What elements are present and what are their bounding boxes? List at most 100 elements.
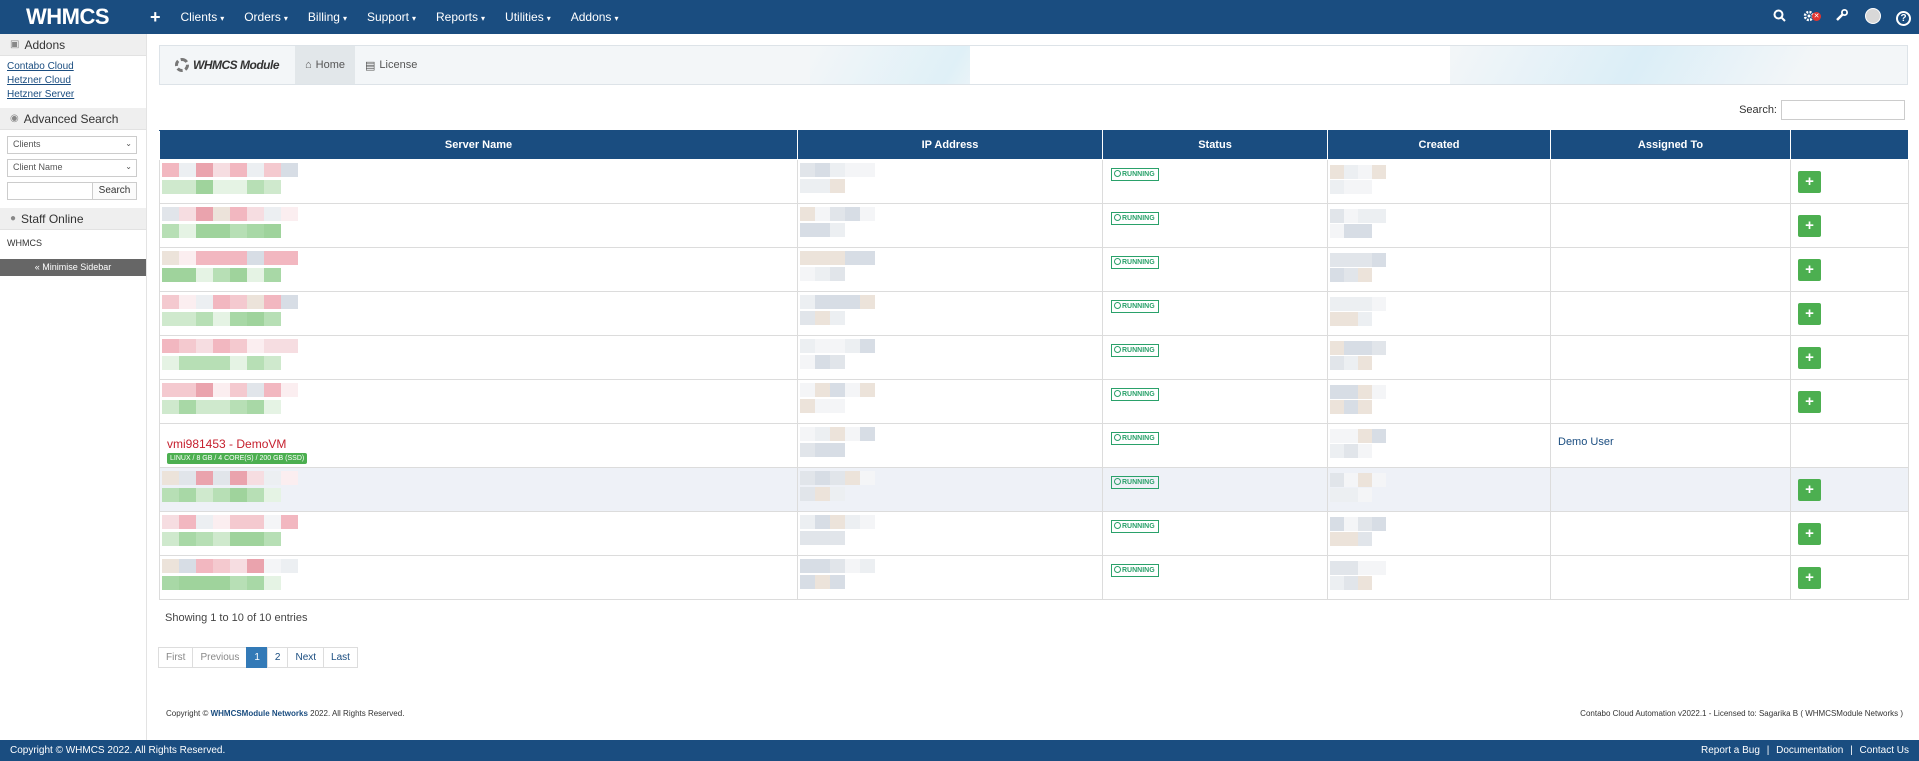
- help-icon[interactable]: ?: [1888, 8, 1919, 26]
- col-status[interactable]: Status: [1102, 130, 1328, 160]
- link-contabo-cloud[interactable]: Contabo Cloud: [7, 61, 74, 72]
- search-field-select[interactable]: Client Name ⌄: [7, 159, 137, 177]
- module-company-link[interactable]: WHMCSModule Networks: [210, 709, 308, 718]
- redacted-block: [800, 383, 815, 397]
- redacted-block: [179, 251, 196, 265]
- avatar[interactable]: [1857, 7, 1888, 27]
- menu-reports[interactable]: Reports ▾: [436, 10, 486, 24]
- menu-billing[interactable]: Billing ▾: [307, 10, 347, 24]
- redacted-block: [179, 576, 196, 590]
- staff-online-name: WHMCS: [7, 238, 42, 248]
- page-2[interactable]: 2: [266, 647, 289, 668]
- page-previous[interactable]: Previous: [192, 647, 248, 668]
- assign-plus-button[interactable]: +: [1798, 391, 1821, 413]
- page-next[interactable]: Next: [287, 647, 325, 668]
- redacted-block: [845, 163, 860, 177]
- assigned-user-link[interactable]: Demo User: [1558, 436, 1614, 448]
- redacted-block: [1344, 385, 1358, 399]
- redacted-block: [179, 207, 196, 221]
- menu-support[interactable]: Support ▾: [366, 10, 416, 24]
- redacted-block: [830, 311, 845, 325]
- search-icon[interactable]: [1764, 9, 1795, 25]
- link-hetzner-cloud[interactable]: Hetzner Cloud: [7, 75, 71, 86]
- redacted-block: [230, 207, 247, 221]
- sidebar-search-button[interactable]: Search: [93, 182, 137, 200]
- redacted-block: [860, 295, 875, 309]
- redacted-block: [800, 487, 815, 501]
- assign-plus-button[interactable]: +: [1798, 479, 1821, 501]
- redacted-block: [264, 224, 281, 238]
- redacted-block: [815, 163, 830, 177]
- assign-plus-button[interactable]: +: [1798, 347, 1821, 369]
- assign-plus-button[interactable]: +: [1798, 171, 1821, 193]
- menu-clients[interactable]: Clients ▾: [180, 10, 225, 24]
- redacted-block: [1358, 576, 1372, 590]
- redacted-block: [815, 251, 830, 265]
- server-name-link[interactable]: vmi981453 - DemoVM: [167, 437, 287, 451]
- assign-plus-button[interactable]: +: [1798, 215, 1821, 237]
- ip-address-cell: [797, 247, 1103, 292]
- ip-address-cell: [797, 203, 1103, 248]
- col-assigned-to[interactable]: Assigned To: [1550, 130, 1791, 160]
- redacted-block: [845, 295, 860, 309]
- link-hetzner-server[interactable]: Hetzner Server: [7, 89, 75, 100]
- sidebar-search-input[interactable]: [7, 182, 93, 200]
- addon-links: Contabo Cloud Hetzner Cloud Hetzner Serv…: [0, 56, 146, 108]
- redacted-block: [162, 207, 179, 221]
- action-cell: +: [1790, 335, 1909, 380]
- page-first[interactable]: First: [158, 647, 194, 668]
- col-server-name[interactable]: Server Name: [159, 130, 798, 160]
- server-name-cell: [159, 555, 798, 600]
- search-type-select[interactable]: Clients ⌄: [7, 136, 137, 154]
- ip-address-cell: [797, 159, 1103, 204]
- redacted-block: [281, 559, 298, 573]
- redacted-block: [1344, 297, 1358, 311]
- assign-plus-button[interactable]: +: [1798, 523, 1821, 545]
- redacted-block: [815, 355, 830, 369]
- col-created[interactable]: Created: [1327, 130, 1551, 160]
- wrench-icon[interactable]: [1826, 9, 1857, 25]
- footer-links: Report a Bug | Documentation | Contact U…: [1700, 745, 1909, 756]
- table-row: RUNNING +: [159, 379, 1909, 424]
- page-1[interactable]: 1: [246, 647, 268, 668]
- menu-orders[interactable]: Orders ▾: [244, 10, 288, 24]
- redacted-block: [845, 251, 860, 265]
- table-row: RUNNING +: [159, 203, 1909, 248]
- redacted-block: [1372, 473, 1386, 487]
- ip-address-cell: [797, 335, 1103, 380]
- assign-plus-button[interactable]: +: [1798, 567, 1821, 589]
- col-actions: [1790, 130, 1909, 160]
- whmcs-logo[interactable]: WHMCS: [0, 4, 148, 30]
- minimise-sidebar-button[interactable]: « Minimise Sidebar: [0, 259, 146, 276]
- documentation-link[interactable]: Documentation: [1776, 745, 1844, 756]
- redacted-block: [1372, 561, 1386, 575]
- redacted-block: [1344, 224, 1358, 238]
- assign-plus-button[interactable]: +: [1798, 303, 1821, 325]
- server-name-cell: [159, 467, 798, 512]
- report-bug-link[interactable]: Report a Bug: [1700, 745, 1760, 756]
- page-last[interactable]: Last: [323, 647, 358, 668]
- tab-home[interactable]: ⌂ Home: [295, 46, 355, 84]
- redacted-block: [196, 207, 213, 221]
- menu-addons[interactable]: Addons ▾: [570, 10, 619, 24]
- created-cell: [1327, 335, 1551, 380]
- status-badge: RUNNING: [1111, 344, 1159, 357]
- redacted-block: [196, 180, 213, 194]
- redacted-block: [281, 295, 298, 309]
- redacted-block: [800, 295, 815, 309]
- redacted-block: [1344, 356, 1358, 370]
- col-ip-address[interactable]: IP Address: [797, 130, 1103, 160]
- contact-us-link[interactable]: Contact Us: [1859, 745, 1909, 756]
- redacted-block: [800, 443, 815, 457]
- redacted-block: [800, 207, 815, 221]
- redacted-block: [830, 443, 845, 457]
- tab-license[interactable]: ▤ License: [365, 59, 418, 72]
- assign-plus-button[interactable]: +: [1798, 259, 1821, 281]
- redacted-block: [264, 576, 281, 590]
- menu-utilities[interactable]: Utilities ▾: [505, 10, 551, 24]
- add-new-icon[interactable]: +: [150, 6, 161, 27]
- table-search-input[interactable]: [1781, 100, 1905, 120]
- notifications-icon[interactable]: ✕: [1795, 8, 1826, 26]
- search-label: Search:: [1739, 104, 1777, 116]
- assigned-to-cell: [1550, 159, 1791, 204]
